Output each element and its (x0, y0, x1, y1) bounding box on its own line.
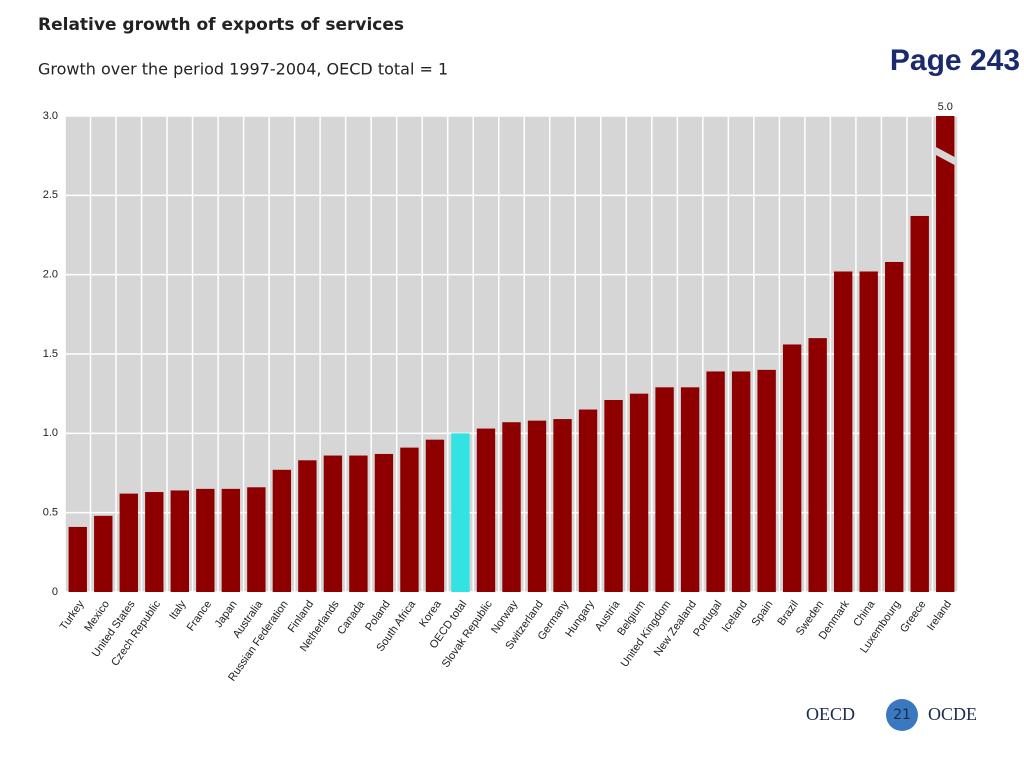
x-tick-label: Iceland (720, 599, 750, 635)
y-tick-label: 2.5 (43, 189, 58, 201)
bar (221, 488, 241, 592)
bar (323, 455, 343, 592)
y-tick-label: 1.5 (43, 348, 58, 360)
bar (604, 400, 623, 592)
bar (94, 515, 113, 592)
bar (400, 447, 419, 592)
page-label: Page 243 (890, 44, 1020, 77)
bar (476, 428, 496, 592)
bar (196, 488, 215, 592)
chart-title: Relative growth of exports of services (38, 15, 404, 35)
footer-right: OCDE (928, 704, 977, 724)
bar (502, 422, 521, 592)
bar (170, 490, 189, 592)
bar (374, 453, 394, 592)
x-tick-label: Ireland (925, 599, 954, 633)
bar (145, 492, 164, 592)
bar (68, 526, 87, 592)
bar (425, 439, 445, 592)
x-tick-label: France (185, 599, 214, 634)
bar (655, 387, 674, 592)
bar (578, 409, 598, 592)
bar (885, 261, 904, 592)
footer-logo (886, 699, 918, 731)
footer-left: OECD (806, 704, 855, 724)
plot-area (65, 116, 958, 592)
bar (247, 487, 266, 592)
bar (808, 338, 827, 592)
x-tick-label: Spain (750, 599, 776, 629)
bar (757, 369, 776, 592)
x-tick-label: Brazil (775, 599, 801, 628)
chart-subtitle: Growth over the period 1997-2004, OECD t… (38, 60, 448, 79)
y-tick-label: 1.0 (43, 427, 58, 439)
y-tick-label: 0.5 (43, 507, 58, 519)
bar (553, 419, 572, 592)
footer-number: 21 (893, 707, 911, 723)
bar (527, 420, 547, 592)
bar (731, 371, 751, 592)
bar (910, 215, 929, 592)
bar (782, 344, 802, 592)
bar (451, 433, 470, 592)
bar (349, 455, 368, 592)
bar (859, 271, 878, 592)
bar (272, 469, 292, 592)
y-tick-label: 0 (52, 586, 58, 598)
value-label: 5.0 (938, 101, 953, 113)
bar (298, 460, 317, 592)
bar (629, 393, 649, 592)
bar (706, 371, 725, 592)
x-tick-label: Italy (167, 598, 189, 622)
axis-break (934, 146, 957, 166)
bar (834, 271, 853, 592)
bar (119, 493, 138, 592)
bar (936, 116, 955, 592)
bar (680, 387, 700, 592)
x-tick-label: Greece (898, 599, 929, 635)
y-tick-label: 3.0 (43, 110, 58, 122)
y-tick-label: 2.0 (43, 269, 58, 281)
x-tick-label: Canada (335, 598, 367, 637)
